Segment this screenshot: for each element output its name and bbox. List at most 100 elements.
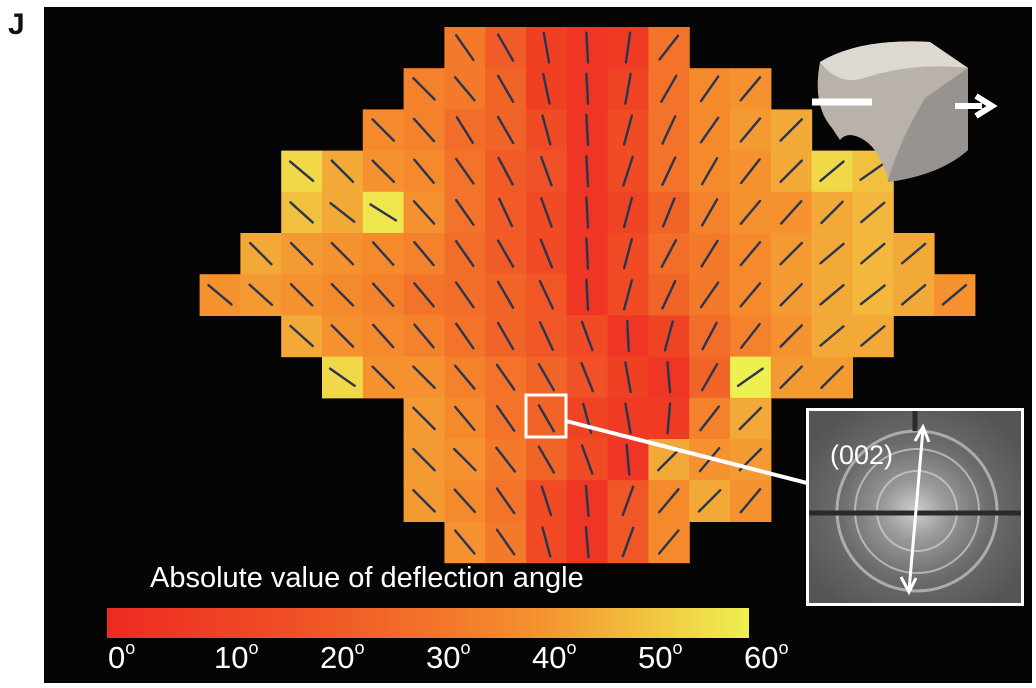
orientation-mark bbox=[697, 488, 722, 513]
orientation-mark bbox=[657, 488, 680, 514]
orientation-mark bbox=[585, 278, 590, 311]
panel-label: J bbox=[8, 8, 25, 41]
orientation-mark bbox=[369, 203, 398, 222]
orientation-mark bbox=[328, 367, 356, 388]
orientation-mark bbox=[699, 116, 720, 144]
orientation-mark bbox=[542, 72, 551, 105]
orientation-mark bbox=[540, 197, 553, 228]
orientation-mark bbox=[371, 323, 395, 349]
colorbar-tick-label: 20o bbox=[320, 638, 365, 675]
orientation-mark bbox=[580, 320, 594, 352]
orientation-mark bbox=[859, 161, 887, 182]
orientation-mark bbox=[657, 529, 680, 555]
orientation-mark bbox=[371, 282, 395, 308]
orientation-mark bbox=[495, 404, 516, 432]
orientation-mark bbox=[496, 280, 515, 309]
orientation-mark bbox=[537, 445, 556, 474]
orientation-mark bbox=[495, 446, 517, 473]
orientation-mark bbox=[736, 367, 764, 388]
orientation-mark bbox=[453, 488, 477, 514]
orientation-mark bbox=[621, 526, 635, 558]
orientation-mark bbox=[622, 155, 634, 187]
orientation-mark bbox=[819, 325, 845, 347]
orientation-mark bbox=[453, 405, 476, 432]
orientation-mark bbox=[738, 406, 763, 431]
orientation-mark bbox=[330, 241, 355, 266]
orientation-mark bbox=[584, 525, 590, 559]
orientation-mark bbox=[454, 157, 475, 185]
orientation-mark bbox=[819, 283, 845, 306]
orientation-mark bbox=[666, 361, 672, 394]
orientation-mark bbox=[412, 447, 436, 472]
orientation-mark bbox=[540, 485, 553, 517]
orientation-mark bbox=[779, 200, 803, 225]
heatmap-cells bbox=[199, 27, 976, 564]
colorbar-title: Absolute value of deflection angle bbox=[150, 562, 584, 594]
colorbar-tick-label: 50o bbox=[638, 638, 683, 675]
colorbar-tick-label: 0o bbox=[108, 638, 136, 675]
orientation-mark bbox=[656, 447, 681, 472]
orientation-mark bbox=[658, 34, 680, 61]
orientation-mark bbox=[412, 365, 436, 390]
orientation-mark bbox=[661, 280, 677, 310]
orientation-mark bbox=[496, 115, 515, 145]
orientation-mark bbox=[860, 325, 886, 347]
orientation-mark bbox=[453, 364, 476, 390]
orientation-mark bbox=[413, 282, 435, 308]
orientation-mark bbox=[454, 34, 475, 62]
orientation-mark bbox=[661, 197, 676, 228]
orientation-mark bbox=[413, 323, 435, 349]
orientation-mark bbox=[900, 283, 927, 306]
orientation-mark bbox=[585, 196, 590, 229]
orientation-mark bbox=[412, 200, 436, 225]
orientation-mark bbox=[661, 115, 677, 145]
orientation-mark bbox=[660, 239, 678, 269]
orientation-mark bbox=[412, 76, 436, 101]
orientation-mark bbox=[699, 405, 721, 432]
orientation-mark bbox=[779, 365, 804, 390]
orientation-mark bbox=[779, 282, 804, 307]
orientation-mark bbox=[330, 282, 355, 307]
orientation-mark bbox=[739, 117, 762, 143]
orientation-mark bbox=[624, 72, 632, 105]
orientation-mark bbox=[496, 239, 515, 268]
orientation-mark bbox=[779, 324, 804, 348]
orientation-mark bbox=[538, 321, 554, 351]
orientation-mark bbox=[859, 284, 886, 306]
orientation-mark bbox=[585, 113, 590, 147]
orientation-mark bbox=[739, 282, 762, 308]
orientation-mark bbox=[661, 156, 677, 186]
orientation-mark bbox=[700, 157, 719, 186]
orientation-mark bbox=[541, 114, 552, 146]
orientation-mark bbox=[498, 197, 514, 228]
orientation-mark bbox=[739, 240, 762, 267]
orientation-mark bbox=[454, 281, 475, 309]
orientation-mark bbox=[779, 159, 804, 184]
orientation-mark bbox=[289, 241, 314, 266]
orientation-mark bbox=[496, 74, 515, 103]
orientation-mark bbox=[497, 156, 514, 186]
diffraction-inset bbox=[806, 408, 1024, 606]
orientation-mark bbox=[585, 31, 590, 64]
orientation-mark bbox=[454, 240, 475, 268]
orientation-mark bbox=[454, 198, 475, 226]
orientation-mark bbox=[666, 402, 672, 435]
colorbar-tick-label: 10o bbox=[214, 638, 259, 675]
orientation-mark bbox=[248, 241, 273, 266]
orientation-mark bbox=[739, 488, 762, 514]
orientation-mark bbox=[701, 321, 718, 351]
orientation-mark bbox=[413, 158, 435, 184]
orientation-mark bbox=[454, 322, 475, 350]
orientation-mark bbox=[412, 117, 436, 143]
orientation-mark bbox=[622, 279, 634, 311]
orientation-mark bbox=[537, 363, 556, 392]
selected-cell-box bbox=[524, 393, 568, 439]
orientation-mark bbox=[941, 283, 968, 306]
orientation-mark bbox=[624, 31, 632, 64]
orientation-mark bbox=[585, 155, 590, 188]
orientation-mark bbox=[371, 159, 396, 184]
orientation-mark bbox=[820, 200, 844, 225]
orientation-mark bbox=[622, 114, 634, 146]
orientation-mark bbox=[739, 199, 762, 226]
colorbar bbox=[107, 608, 749, 638]
